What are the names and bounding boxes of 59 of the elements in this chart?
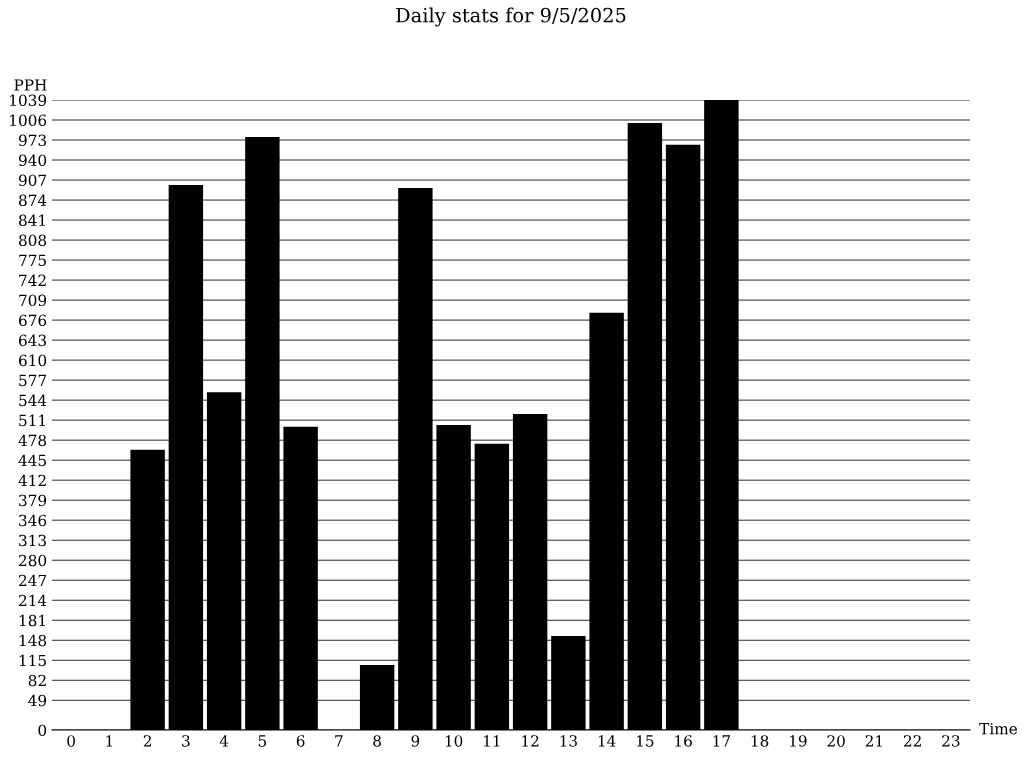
x-tick-label: 0 bbox=[67, 735, 75, 747]
x-tick-label: 7 bbox=[335, 735, 343, 747]
chart-title: Daily stats for 9/5/2025 bbox=[396, 7, 626, 27]
x-tick-label: 15 bbox=[637, 735, 654, 747]
x-tick-label: 20 bbox=[827, 735, 845, 747]
y-tick-label: 841 bbox=[19, 214, 45, 227]
y-tick-label: 115 bbox=[19, 654, 46, 667]
x-tick-label: 6 bbox=[296, 735, 305, 747]
x-tick-label: 8 bbox=[373, 735, 381, 747]
x-tick-label: 3 bbox=[182, 735, 190, 747]
x-tick-label: 13 bbox=[560, 735, 577, 747]
x-tick-label: 11 bbox=[484, 735, 500, 747]
y-tick-label: 478 bbox=[18, 434, 47, 447]
x-tick-label: 1 bbox=[106, 735, 113, 747]
y-tick-label: 313 bbox=[19, 534, 46, 547]
y-tick-label: 973 bbox=[18, 134, 46, 147]
x-tick-label: 4 bbox=[219, 735, 229, 747]
y-tick-label: 511 bbox=[19, 414, 45, 427]
y-tick-label: 214 bbox=[19, 594, 47, 607]
x-tick-label: 16 bbox=[675, 735, 692, 747]
x-tick-label: 2 bbox=[143, 735, 151, 747]
x-tick-label: 9 bbox=[411, 735, 420, 747]
x-tick-label: 22 bbox=[903, 735, 921, 747]
y-tick-label: 247 bbox=[19, 574, 47, 587]
y-tick-label: 1039 bbox=[10, 94, 47, 107]
x-tick-label: 21 bbox=[865, 735, 882, 747]
x-tick-label: 19 bbox=[790, 735, 807, 747]
x-tick-label: 23 bbox=[942, 735, 960, 747]
x-tick-label: 14 bbox=[598, 735, 616, 747]
y-tick-label: 742 bbox=[19, 274, 46, 286]
y-tick-label: 643 bbox=[19, 334, 46, 347]
x-tick-label: 12 bbox=[522, 735, 539, 747]
y-tick-label: 445 bbox=[18, 454, 46, 467]
y-tick-label: 874 bbox=[19, 194, 47, 207]
y-tick-label: 82 bbox=[28, 674, 46, 687]
y-tick-label: 907 bbox=[18, 174, 47, 187]
y-tick-label: 775 bbox=[19, 254, 46, 267]
x-tick-label: 18 bbox=[751, 735, 769, 747]
y-tick-label: 610 bbox=[19, 354, 47, 367]
x-tick-label: 10 bbox=[445, 735, 463, 747]
x-tick-label: 5 bbox=[258, 735, 267, 747]
y-tick-label: 808 bbox=[19, 234, 47, 247]
x-axis-title: Time bbox=[979, 722, 1018, 735]
y-tick-label: 0 bbox=[38, 724, 47, 737]
y-tick-label: 148 bbox=[19, 634, 47, 647]
y-tick-label: 346 bbox=[19, 514, 47, 527]
y-tick-label: 544 bbox=[19, 394, 47, 407]
y-tick-label: 280 bbox=[19, 554, 47, 567]
y-tick-label: 412 bbox=[18, 474, 46, 486]
y-tick-label: 1006 bbox=[10, 114, 47, 127]
y-tick-label: 379 bbox=[19, 494, 47, 507]
y-axis-title: PPH bbox=[14, 79, 47, 91]
y-tick-label: 940 bbox=[18, 154, 47, 167]
x-tick-label: 17 bbox=[713, 735, 730, 747]
y-tick-label: 676 bbox=[19, 314, 47, 327]
y-tick-label: 577 bbox=[19, 374, 47, 387]
y-tick-label: 49 bbox=[28, 694, 47, 707]
y-tick-label: 709 bbox=[19, 294, 47, 307]
y-tick-label: 181 bbox=[19, 614, 45, 627]
